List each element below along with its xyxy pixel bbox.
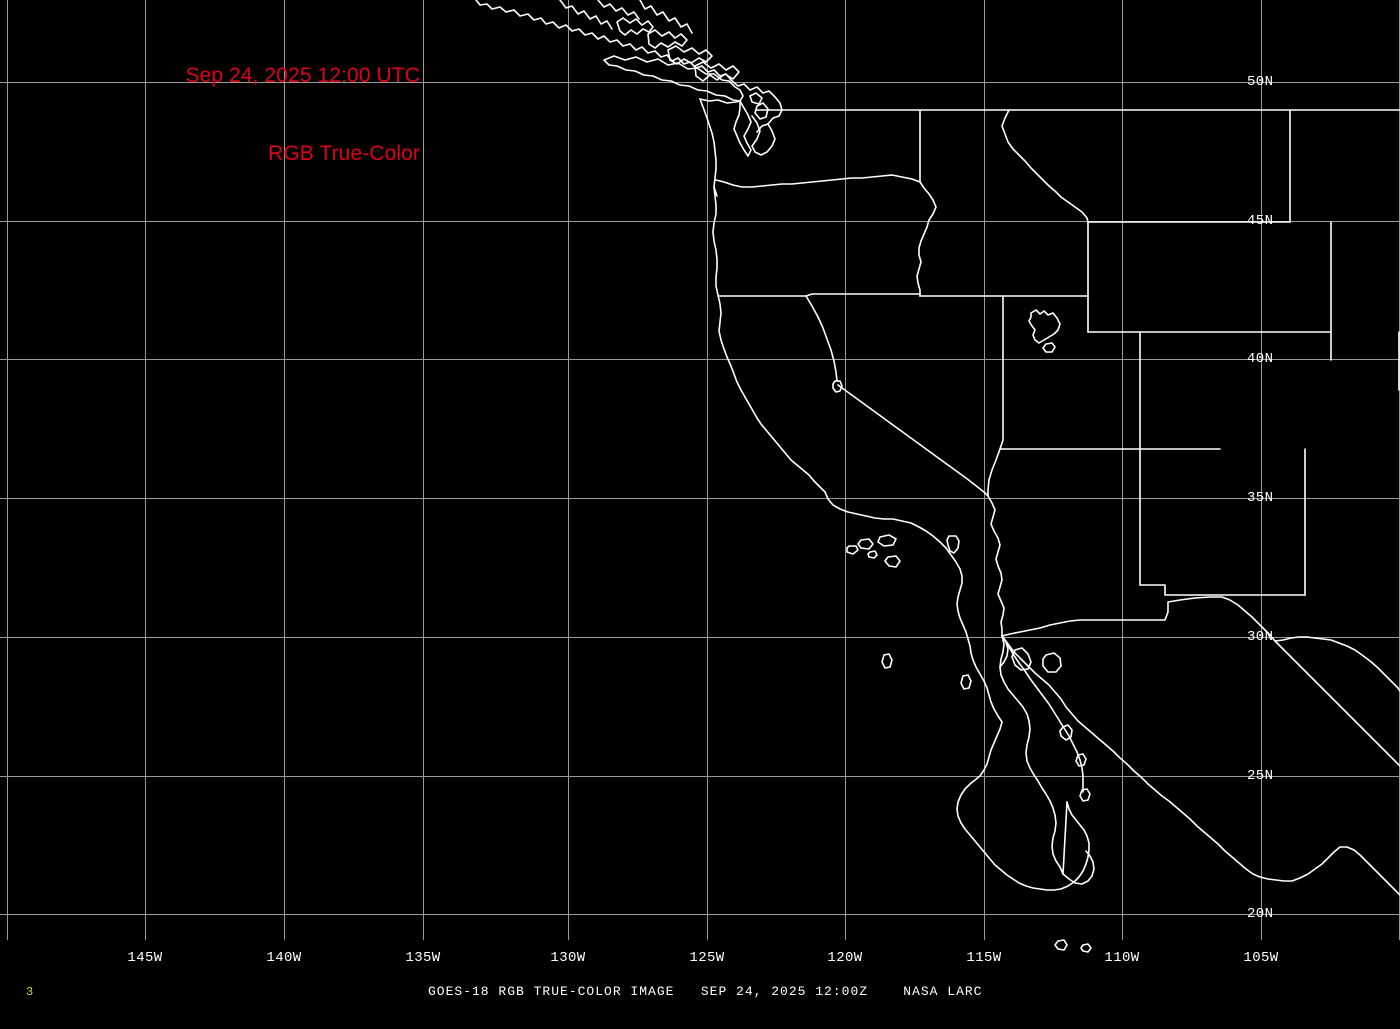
lon-label-110w: 110W <box>1104 950 1140 966</box>
lon-label-130w: 130W <box>550 950 586 966</box>
lake-salton-sea <box>946 535 960 554</box>
island-santa-rosa <box>857 538 874 550</box>
coastline-vancouver-island <box>603 55 744 102</box>
lat-label-45n: 45N <box>1247 213 1274 229</box>
lon-label-140w: 140W <box>266 950 302 966</box>
satellite-image-viewport: Sep 24, 2025 12:00 UTC RGB True-Color 14… <box>0 0 1400 1000</box>
lat-label-50n: 50N <box>1247 74 1274 90</box>
island-guadalupe <box>881 653 893 669</box>
coastline-colorado-delta <box>999 635 1009 668</box>
island-tiburon <box>1042 652 1062 673</box>
coastline-juan-de-fuca <box>699 98 741 104</box>
lat-label-20n: 20N <box>1247 906 1274 922</box>
coastline-puget-sound <box>733 100 752 157</box>
island-san-jose <box>1059 724 1073 741</box>
footer-caption-bar: GOES-18 RGB TRUE-COLOR IMAGE SEP 24, 202… <box>0 984 1400 1000</box>
lat-label-35n: 35N <box>1247 490 1274 506</box>
island-san-miguel <box>846 545 859 555</box>
lake-tahoe <box>832 380 843 393</box>
footer-caption-text: GOES-18 RGB TRUE-COLOR IMAGE SEP 24, 202… <box>428 984 983 999</box>
island-carmen <box>1075 753 1087 767</box>
coastline-baja-west <box>956 721 1090 891</box>
border-california-nevada-ns <box>805 295 838 382</box>
coastline-mexico-mainland <box>1001 635 1400 896</box>
map-canvas <box>0 0 1400 1000</box>
coastline-san-juan-islands <box>749 92 763 105</box>
lat-label-40n: 40N <box>1247 351 1274 367</box>
border-oregon-south-42n <box>717 293 921 297</box>
coastline-baja-east <box>999 635 1068 875</box>
coastline-bc-islands-a <box>616 17 654 36</box>
lon-label-105w: 105W <box>1243 950 1279 966</box>
border-nevada-utah <box>999 295 1004 450</box>
geography-overlay <box>475 0 1400 953</box>
border-oregon-idaho <box>916 181 937 297</box>
coastline-mexico-south <box>1274 640 1400 767</box>
border-newmexico-south <box>1139 584 1306 596</box>
island-espiritu-santo <box>1079 788 1091 802</box>
coastline-california-north <box>713 186 718 197</box>
coastline-bc-inlet-2 <box>597 0 640 20</box>
island-santa-catalina <box>884 555 901 568</box>
coastline-california-south <box>824 491 1003 723</box>
lon-label-135w: 135W <box>405 950 441 966</box>
border-washington-oregon <box>715 174 921 188</box>
island-socorro-small <box>1054 939 1068 951</box>
image-background <box>0 0 1400 1000</box>
lon-label-115w: 115W <box>966 950 1002 966</box>
coastline-whidbey <box>754 102 769 120</box>
coastline-bc-islands-b <box>647 29 688 49</box>
island-angel-de-la-guarda <box>1011 647 1032 671</box>
frame-index-label: 3 <box>26 985 34 999</box>
island-santa-cruz <box>877 534 897 547</box>
lake-utah-lake <box>1042 342 1056 353</box>
coastline-hood-canal <box>751 115 776 156</box>
island-revillagigedo-small <box>1080 943 1092 953</box>
coastline-baja-tip-cabo <box>1062 850 1095 885</box>
lon-label-125w: 125W <box>689 950 725 966</box>
lat-label-30n: 30N <box>1247 629 1274 645</box>
border-idaho-montana <box>1001 109 1089 223</box>
coastline-bc-channel-n <box>639 0 693 34</box>
coastline-washington-oregon <box>712 186 826 493</box>
coastline-gulf-california-east <box>1001 635 1084 793</box>
border-us-mexico <box>1001 596 1276 642</box>
lon-label-145w: 145W <box>127 950 163 966</box>
coastline-bc-inlet-1 <box>559 0 613 30</box>
coastline-sonora-coast-detail <box>1274 636 1400 692</box>
island-san-clemente <box>867 550 878 559</box>
island-cedros <box>960 674 972 690</box>
border-california-nevada-diagonal <box>837 384 989 497</box>
coastline-bc-islands-d <box>694 61 740 82</box>
border-colorado-river <box>987 495 1005 637</box>
lat-label-25n: 25N <box>1247 768 1274 784</box>
coastline-olympic-peninsula <box>699 98 717 188</box>
coastline-georgia-strait <box>730 79 783 133</box>
lon-label-120w: 120W <box>827 950 863 966</box>
border-nevada-arizona <box>987 448 1001 497</box>
lake-great-salt-lake <box>1028 309 1061 344</box>
